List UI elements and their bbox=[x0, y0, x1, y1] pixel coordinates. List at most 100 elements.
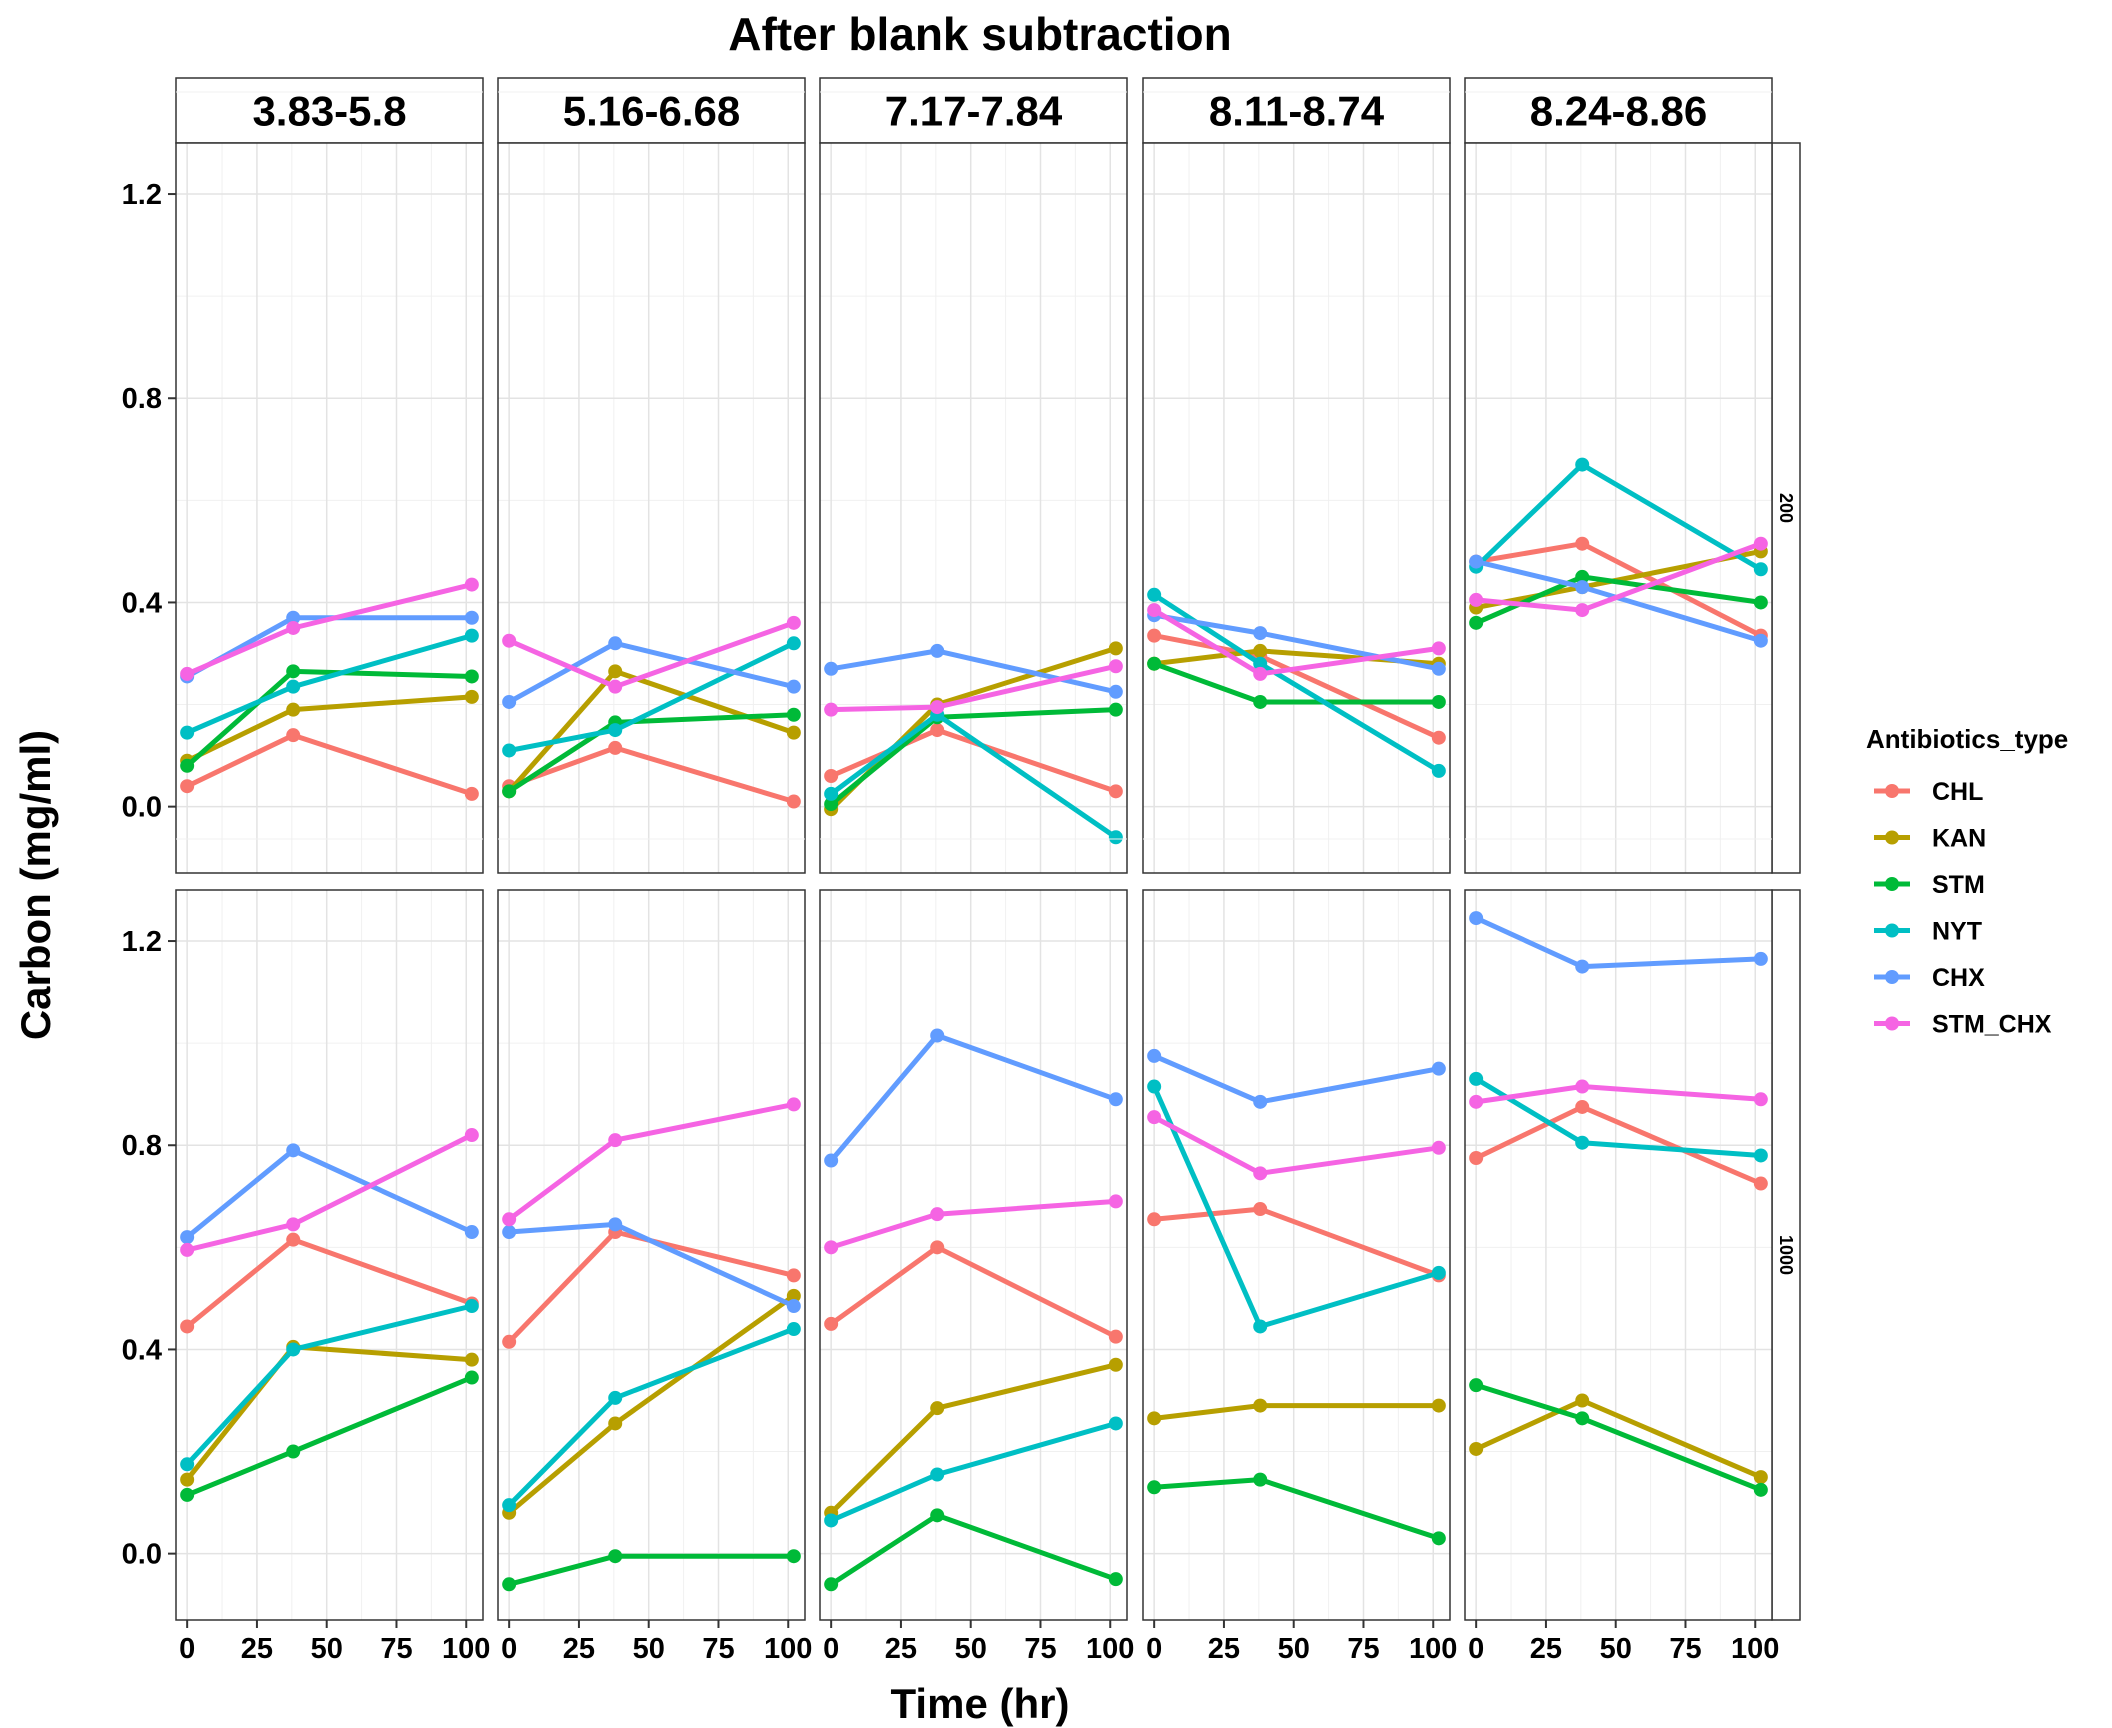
data-point-nyt bbox=[502, 1498, 517, 1513]
x-tick-label: 75 bbox=[1347, 1633, 1379, 1665]
x-tick-label: 0 bbox=[1146, 1633, 1162, 1665]
data-point-stm_chx bbox=[286, 620, 301, 635]
data-point-stm_chx bbox=[930, 700, 945, 715]
data-point-chx bbox=[930, 1028, 945, 1043]
panel bbox=[819, 91, 1128, 874]
data-point-chl bbox=[824, 1316, 839, 1331]
data-point-nyt bbox=[1753, 562, 1768, 577]
legend-label: NYT bbox=[1932, 918, 1982, 946]
data-point-chl bbox=[502, 1334, 517, 1349]
panel bbox=[497, 91, 806, 874]
data-point-stm bbox=[1469, 1378, 1484, 1393]
panel-border bbox=[175, 889, 484, 1621]
data-point-stm bbox=[1108, 1572, 1123, 1587]
y-axis-title: Carbon (mg/ml) bbox=[12, 730, 59, 1040]
data-point-nyt bbox=[1253, 1319, 1268, 1334]
data-point-nyt bbox=[1147, 1079, 1162, 1094]
data-point-chx bbox=[608, 1217, 623, 1232]
data-point-nyt bbox=[608, 723, 623, 738]
data-point-kan bbox=[1253, 1398, 1268, 1413]
legend: Antibiotics_type CHL KAN STM NYT CHX STM_CHX bbox=[1866, 724, 2068, 1039]
legend-label: STM bbox=[1932, 871, 1985, 899]
x-tick-label: 75 bbox=[1669, 1633, 1701, 1665]
data-point-chx bbox=[824, 661, 839, 676]
data-point-chl bbox=[786, 794, 801, 809]
panel bbox=[1464, 838, 1773, 1621]
data-point-chl bbox=[786, 1268, 801, 1283]
data-point-chx bbox=[1147, 1048, 1162, 1063]
data-point-stm bbox=[786, 1549, 801, 1564]
x-tick-label: 100 bbox=[1731, 1633, 1779, 1665]
data-point-stm_chx bbox=[1431, 641, 1446, 656]
data-point-stm_chx bbox=[1253, 666, 1268, 681]
data-point-chl bbox=[1147, 628, 1162, 643]
panel bbox=[1464, 91, 1773, 874]
data-point-chx bbox=[608, 636, 623, 651]
legend-key-point bbox=[1885, 784, 1899, 798]
data-point-kan bbox=[1753, 1470, 1768, 1485]
data-point-kan bbox=[1108, 1357, 1123, 1372]
data-point-chx bbox=[786, 679, 801, 694]
data-point-kan bbox=[1253, 643, 1268, 658]
data-point-chx bbox=[1431, 1061, 1446, 1076]
data-point-nyt bbox=[1147, 587, 1162, 602]
x-tick-label: 0 bbox=[179, 1633, 195, 1665]
data-point-chl bbox=[1575, 1099, 1590, 1114]
panel-border bbox=[1464, 142, 1773, 874]
data-point-stm_chx bbox=[1469, 592, 1484, 607]
legend-label: CHX bbox=[1932, 964, 1985, 992]
data-point-stm bbox=[608, 1549, 623, 1564]
x-tick-label: 0 bbox=[501, 1633, 517, 1665]
data-point-stm_chx bbox=[1753, 1092, 1768, 1107]
data-point-nyt bbox=[1469, 1071, 1484, 1086]
data-point-chx bbox=[930, 643, 945, 658]
data-point-stm bbox=[464, 1370, 479, 1385]
data-point-nyt bbox=[930, 1467, 945, 1482]
column-strip bbox=[497, 77, 806, 144]
data-point-chx bbox=[502, 694, 517, 709]
panel-border bbox=[819, 889, 1128, 1621]
data-point-chx bbox=[1431, 661, 1446, 676]
y-tick-label: 0.4 bbox=[122, 1334, 162, 1366]
data-point-chx bbox=[180, 1230, 195, 1245]
data-point-nyt bbox=[1753, 1148, 1768, 1163]
data-point-kan bbox=[180, 1472, 195, 1487]
data-point-stm_chx bbox=[824, 702, 839, 717]
column-strip bbox=[175, 77, 484, 144]
data-point-chx bbox=[1108, 684, 1123, 699]
data-point-stm_chx bbox=[1253, 1166, 1268, 1181]
data-point-chx bbox=[1753, 951, 1768, 966]
data-point-stm bbox=[930, 1508, 945, 1523]
data-point-nyt bbox=[1108, 1416, 1123, 1431]
data-point-kan bbox=[286, 702, 301, 717]
data-point-chl bbox=[1108, 784, 1123, 799]
data-point-chl bbox=[1753, 1176, 1768, 1191]
data-point-stm_chx bbox=[1147, 1110, 1162, 1125]
panel-border bbox=[175, 142, 484, 874]
data-point-kan bbox=[464, 1352, 479, 1367]
row-strip bbox=[1771, 889, 1801, 1621]
panels-layer: 3.83-5.8 5.16-6.68 7.17-7.84 8.11-8.74 8.24-… bbox=[122, 77, 1801, 1665]
data-point-stm bbox=[824, 797, 839, 812]
y-tick-label: 0.8 bbox=[122, 383, 162, 415]
data-point-chl bbox=[286, 728, 301, 743]
y-tick-label: 1.2 bbox=[122, 179, 162, 211]
data-point-chx bbox=[786, 1299, 801, 1314]
panel-border bbox=[819, 142, 1128, 874]
data-point-chx bbox=[824, 1153, 839, 1168]
panel bbox=[1142, 838, 1451, 1621]
panel-border bbox=[497, 142, 806, 874]
data-point-chx bbox=[1108, 1092, 1123, 1107]
data-point-stm bbox=[286, 1444, 301, 1459]
legend-label: CHL bbox=[1932, 778, 1983, 806]
data-point-stm bbox=[786, 707, 801, 722]
data-point-nyt bbox=[608, 1390, 623, 1405]
data-point-stm_chx bbox=[502, 633, 517, 648]
x-tick-label: 25 bbox=[241, 1633, 273, 1665]
data-point-stm_chx bbox=[1753, 536, 1768, 551]
panel-border bbox=[1464, 889, 1773, 1621]
data-point-stm bbox=[502, 784, 517, 799]
legend-title: Antibiotics_type bbox=[1866, 724, 2068, 754]
row-strip-label: 200 bbox=[1776, 493, 1796, 523]
data-point-stm bbox=[464, 669, 479, 684]
